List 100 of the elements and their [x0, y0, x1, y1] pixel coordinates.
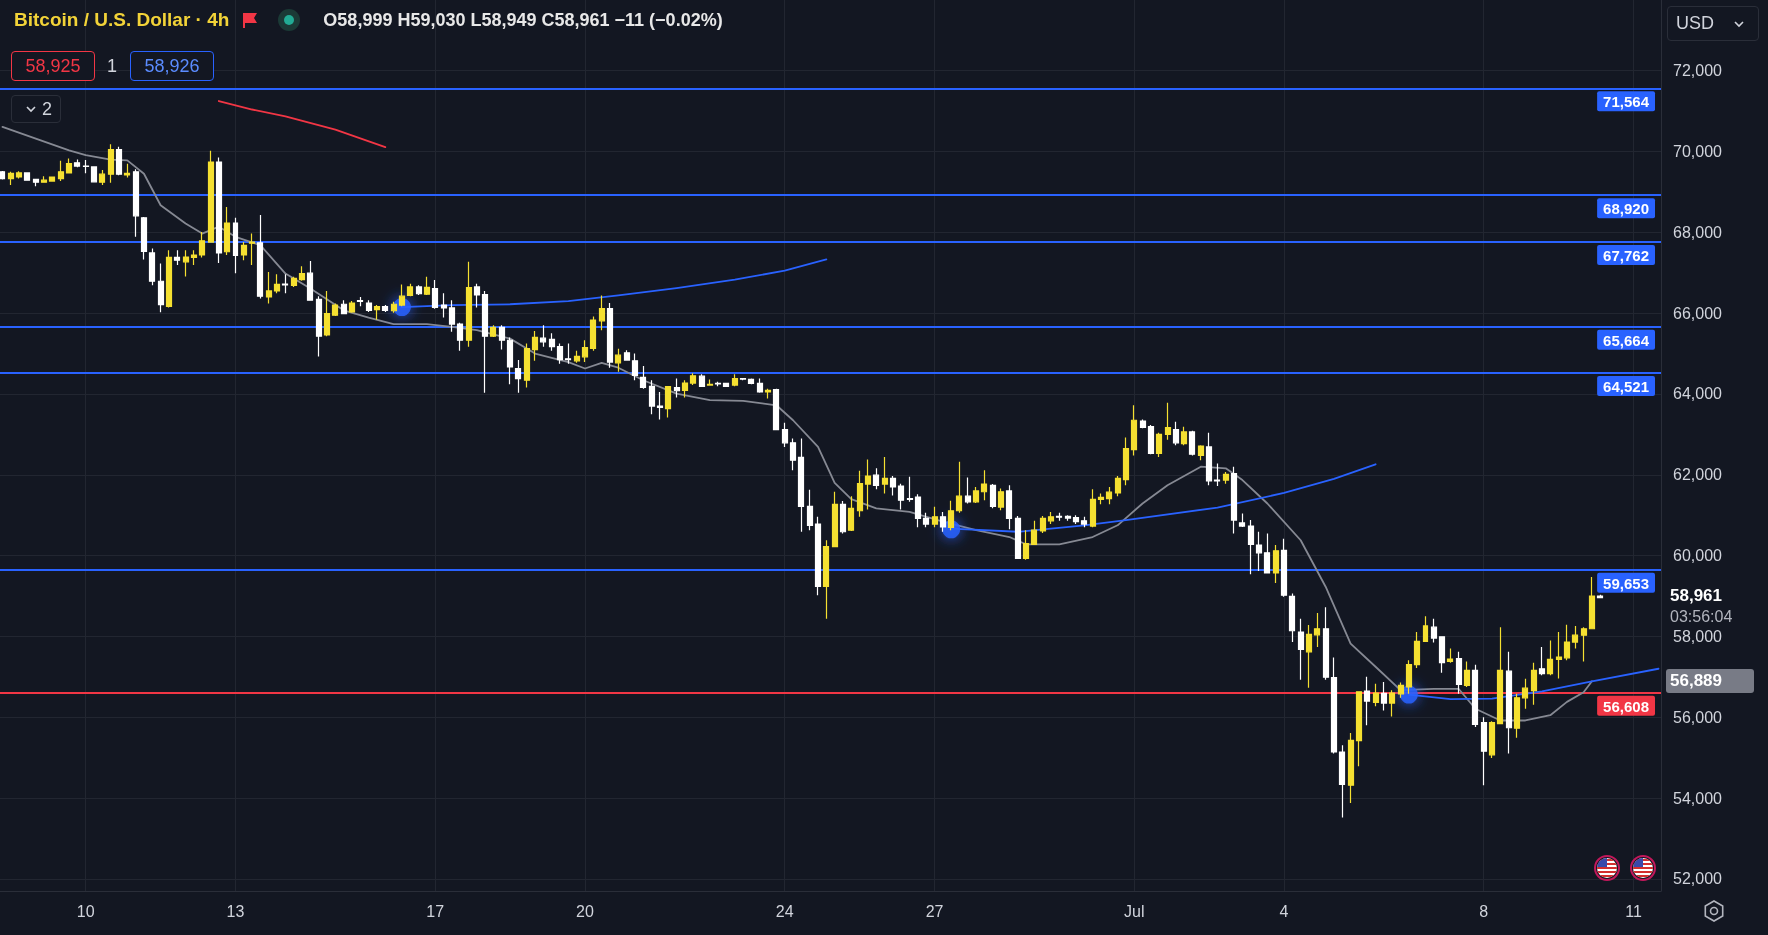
- candlestick: [148, 247, 156, 286]
- candlestick: [939, 511, 947, 533]
- candlestick: [115, 146, 123, 176]
- candlestick: [1596, 594, 1604, 599]
- candlestick: [1505, 651, 1513, 755]
- x-tick-label: 8: [1479, 902, 1489, 920]
- candlestick: [1272, 544, 1280, 584]
- candlestick: [0, 170, 6, 181]
- candlestick: [232, 217, 239, 274]
- candlestick: [306, 260, 314, 301]
- candlestick: [989, 483, 997, 509]
- candlestick: [207, 150, 215, 244]
- candlestick: [82, 159, 90, 174]
- candlestick: [1263, 532, 1271, 574]
- candlestick: [747, 378, 755, 385]
- candlestick: [248, 232, 256, 266]
- candlestick: [556, 342, 564, 365]
- candlestick: [1413, 631, 1421, 669]
- candlestick: [531, 330, 539, 362]
- candlestick: [548, 332, 556, 352]
- candlestick: [190, 249, 198, 266]
- candlestick: [856, 470, 864, 518]
- candlestick: [772, 388, 780, 431]
- candlestick: [722, 382, 730, 388]
- candlestick: [298, 265, 306, 282]
- candlestick: [473, 283, 481, 309]
- candlestick: [90, 165, 98, 183]
- candlestick: [1513, 693, 1521, 739]
- candlestick: [864, 458, 872, 511]
- candlestick: [1197, 444, 1205, 461]
- candlestick: [1172, 421, 1180, 446]
- y-tick-label: 66,000: [1673, 304, 1723, 322]
- candlestick: [240, 241, 248, 261]
- candlestick: [315, 295, 323, 357]
- candlestick: [1338, 744, 1346, 819]
- y-tick-label: 72,000: [1673, 62, 1723, 80]
- candlestick: [223, 206, 231, 256]
- candlestick: [1530, 662, 1538, 706]
- candlestick: [1080, 516, 1088, 528]
- candlestick: [1372, 683, 1380, 707]
- candlestick: [1380, 681, 1388, 711]
- text: Bitcoin / U.S. Dollar · 4h: [14, 9, 230, 31]
- candlestick: [365, 299, 373, 313]
- x-tick-label: 11: [1625, 902, 1642, 920]
- candlestick: [265, 271, 273, 305]
- candlestick: [356, 296, 364, 307]
- candlestick: [1471, 664, 1479, 728]
- candlestick: [40, 175, 48, 183]
- y-tick-label: 54,000: [1673, 789, 1723, 807]
- candlestick: [564, 342, 572, 365]
- candlestick: [1047, 511, 1055, 525]
- candlestick: [1014, 515, 1022, 560]
- y-tick-label: 56,000: [1673, 708, 1723, 726]
- candlestick: [831, 491, 839, 548]
- candlestick: [406, 283, 414, 297]
- ref-line-label: 56,608: [1603, 697, 1649, 715]
- candlestick: [1422, 615, 1429, 643]
- candlestick: [681, 379, 689, 399]
- candlestick: [1305, 624, 1313, 689]
- y-tick-label: 68,000: [1673, 223, 1723, 241]
- candlestick: [1247, 519, 1255, 575]
- candlestick: [955, 461, 963, 514]
- candlestick: [1180, 426, 1188, 446]
- candlestick: [639, 365, 647, 390]
- candlestick: [623, 349, 631, 362]
- candlestick: [456, 322, 464, 352]
- candlestick: [1347, 732, 1355, 804]
- candlestick: [914, 493, 922, 528]
- candlestick: [182, 249, 190, 277]
- candlestick: [1480, 716, 1488, 786]
- candlestick: [789, 437, 797, 471]
- candlestick: [664, 385, 672, 419]
- candlestick: [73, 159, 81, 168]
- candlestick: [398, 283, 406, 307]
- candlestick: [764, 388, 772, 400]
- candlestick: [931, 506, 939, 528]
- candlestick: [281, 273, 289, 294]
- annotation: 2: [41, 98, 52, 120]
- candlestick: [373, 304, 381, 321]
- candlestick: [1122, 437, 1130, 486]
- x-tick-label: 13: [226, 902, 245, 920]
- candlestick: [706, 378, 714, 386]
- candlestick: [847, 495, 855, 532]
- y-tick-label: 62,000: [1673, 466, 1723, 484]
- candlestick: [1055, 512, 1063, 522]
- candlestick: [431, 279, 439, 310]
- candlestick: [1363, 676, 1371, 726]
- candlestick: [906, 476, 914, 503]
- candlestick: [1446, 647, 1454, 664]
- candlestick: [348, 300, 356, 314]
- candlestick: [1222, 471, 1230, 485]
- candlestick: [1297, 618, 1305, 681]
- ref-line-label: 64,521: [1603, 377, 1649, 395]
- candlestick: [489, 324, 497, 338]
- candlestick: [539, 324, 547, 348]
- candlestick: [1538, 646, 1546, 676]
- candlestick: [872, 467, 880, 490]
- candlestick: [506, 336, 514, 385]
- candlestick: [498, 324, 506, 351]
- candlestick: [48, 175, 56, 183]
